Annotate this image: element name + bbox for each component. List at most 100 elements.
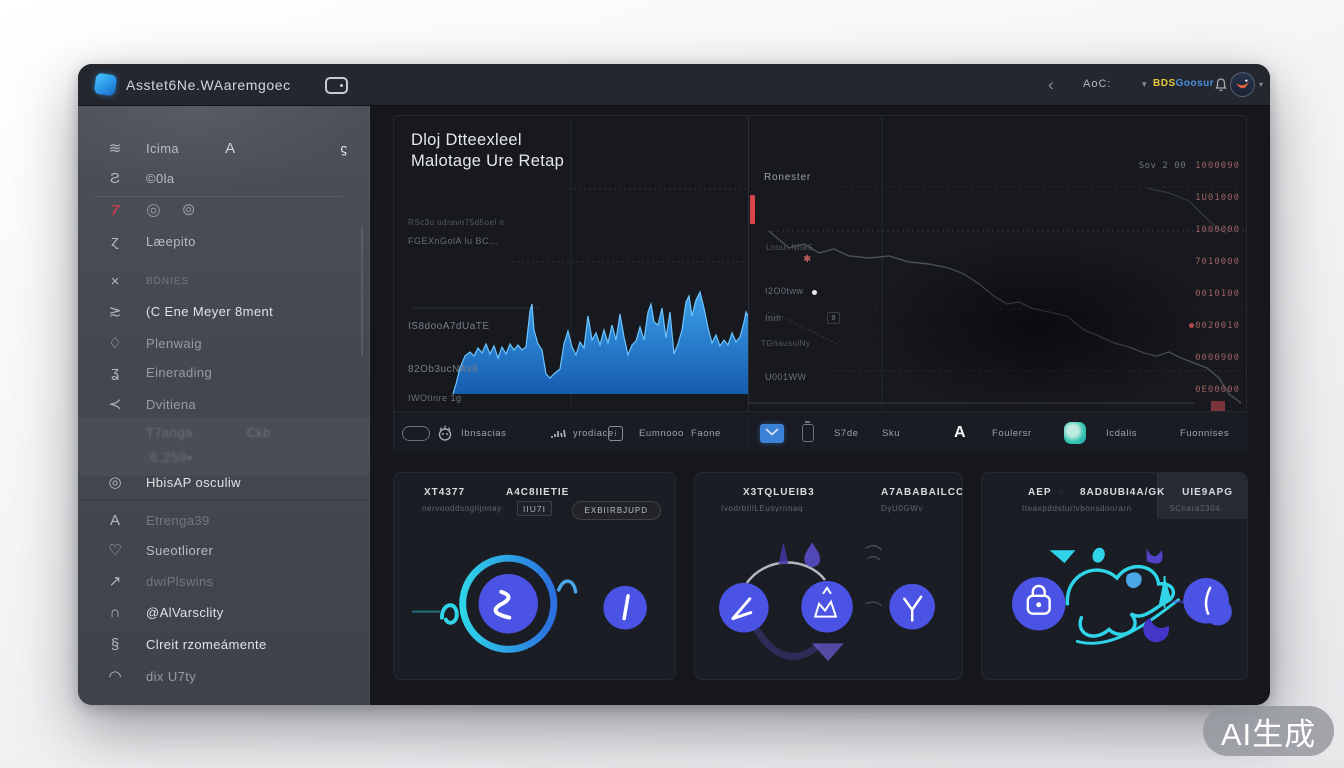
sidebar-item-label: Einerading (146, 364, 213, 380)
sidebar-item-icon: ◎ (108, 474, 122, 491)
white-marker-dot (812, 290, 817, 295)
sidebar-item-label: Læepito (146, 233, 196, 249)
sidebar-item-6[interactable]: ≳ (C Ene Meyer 8ment (78, 297, 369, 325)
toolbar-item-8[interactable]: S7de (834, 412, 859, 454)
sidebar-item-label: BDNIES (146, 275, 190, 287)
summary-card-1[interactable]: XT4377 A4C8IIETIE nervooddsoglijnnay IIU… (393, 472, 676, 680)
sidebar-item-14[interactable]: A Etrenga39 (78, 506, 369, 534)
sidebar-item-1[interactable]: Ƨ ©0la (78, 164, 369, 192)
pin-icon[interactable]: ϛ (340, 140, 348, 156)
red-marker-dot (1189, 323, 1194, 328)
sidebar-item-7[interactable]: ♢ Plenwaig (78, 329, 369, 357)
chart-shadow (868, 241, 1208, 411)
card-subtitle: Iteaxpddsturlvbonsdoorarn (1022, 504, 1132, 513)
ghost-ring-icon: ◌ (1058, 487, 1064, 498)
toolbar-item-3[interactable]: i (608, 412, 623, 454)
toolbar-item-7[interactable] (802, 412, 814, 454)
toolbar-item-0[interactable] (402, 412, 430, 454)
sidebar-item-icon: A (109, 511, 120, 529)
red-block-marker (1211, 401, 1225, 411)
sidebar-item-icon: 7 (110, 201, 120, 219)
toolbar-item-2[interactable]: yrodiace (549, 412, 614, 454)
summary-card-2[interactable]: X3TQLUEIB3 IvodrbtilLEusyrnnaq A7ABABAIL… (694, 472, 963, 680)
teal-avatar-icon (1064, 422, 1086, 444)
y-axis-label-2: 1000000 (1195, 225, 1240, 235)
card3-illustration (1011, 547, 1232, 645)
toolbar-item-6[interactable] (760, 412, 784, 454)
usage-area-chart[interactable]: Dloj Dtteexleel Malotage Ure Retap RSc3u… (394, 116, 748, 411)
tag-badge: 9 (827, 312, 840, 324)
toolbar-item-label: Icdalis (1106, 427, 1138, 439)
bell-icon[interactable] (1214, 77, 1228, 98)
toolbar-item-label: Eumnooo (639, 427, 684, 439)
card-title-secondary: UIE9APG (1182, 487, 1233, 498)
toolbar-item-4[interactable]: Eumnooo (639, 412, 684, 454)
letter-a-icon: A (954, 424, 966, 441)
left-chart-label-2: IS8dooA7dUaTE (408, 321, 490, 332)
sidebar-item-label: T7anga (146, 424, 193, 440)
toolbar-item-10[interactable]: A (954, 412, 966, 454)
sidebar-item-17[interactable]: ∩ @AlVarsclity (78, 598, 369, 626)
left-chart-label-0: RSc3u udravn75d5oel n (408, 218, 505, 227)
sidebar-item-icon: § (110, 635, 120, 653)
right-chart-label-3: TGnausolNy (761, 339, 811, 348)
series-label: Ronester (764, 172, 811, 183)
envelope-icon (760, 423, 784, 443)
sidebar-item-16[interactable]: ↗ dwiPlswins (78, 567, 369, 595)
sidebar-item-label: @AlVarsclity (146, 604, 224, 620)
sidebar-item-10[interactable]: T7anga Ckb (78, 418, 369, 446)
app-title: Asstet6Ne.WAaremgoec (126, 77, 291, 93)
summary-card-3[interactable]: AEP ◌ 8AD8UBI4A/GK Iteaxpddsturlvbonsdoo… (981, 472, 1248, 680)
sidebar-item-18[interactable]: § Clreit rzomeámente (78, 630, 369, 658)
sidebar-trail-badge: A (225, 139, 236, 157)
card-pill-button[interactable]: EXBIIRBJUPD (571, 501, 661, 520)
card-subtitle-secondary: 5Cnara2304. (1170, 504, 1223, 513)
toolbar-item-5[interactable]: Faone (691, 412, 721, 454)
sidebar-item-3[interactable]: 7 ◎ ⊚ (78, 196, 369, 224)
app-logo-icon (93, 72, 118, 97)
toolbar-item-12[interactable] (1064, 412, 1086, 454)
toolbar-item-14[interactable]: Fuonnises (1180, 412, 1229, 454)
account-dropdown[interactable]: AoC: (1083, 78, 1112, 90)
y-axis-label-5: 0020010 (1195, 321, 1240, 331)
sidebar-item-19[interactable]: ◠ dix U7ty (78, 662, 369, 690)
sidebar-item-15[interactable]: ♡ Sueotliorer (78, 536, 369, 564)
card-chip: IIU7I (517, 501, 552, 516)
sidebar-item-8[interactable]: ʓ Einerading (78, 358, 369, 386)
card-title: X3TQLUEIB3 (743, 487, 815, 498)
camera-box-icon[interactable] (325, 77, 348, 94)
left-chart-label-4: IWOtinre 1g (408, 393, 462, 403)
sidebar-scrollbar[interactable] (361, 226, 363, 356)
gear-face-icon (438, 425, 452, 441)
sidebar-item-icon: ʓ (110, 363, 120, 381)
toolbar-item-11[interactable]: Foulersr (992, 412, 1032, 454)
right-chart-label-4: U001WW (765, 372, 807, 382)
sidebar-item-11[interactable]: :6,259▪ (78, 443, 369, 471)
sidebar-item-label: ©0la (146, 170, 175, 186)
toolbar-item-13[interactable]: Icdalis (1106, 412, 1137, 454)
chevron-down-icon[interactable]: ▾ (1142, 79, 1147, 89)
top-bar: Asstet6Ne.WAaremgoec ‹ AoC: ▾ BDSGoosur … (78, 64, 1270, 106)
brand-label: BDSGoosur (1153, 78, 1215, 89)
battery-icon (802, 421, 814, 442)
toolbar-item-label: Sku (882, 427, 901, 439)
trend-line-chart[interactable]: Ronester ✱ 9 Lnuu..NhaS I2O0tww Inm TGnauso… (748, 116, 1248, 411)
sidebar-item-label-2: Ckb (246, 424, 271, 440)
sidebar-item-label: :6,259▪ (146, 449, 193, 465)
sidebar-item-9[interactable]: ≺ Dvitiena (78, 390, 369, 418)
sidebar-item-5[interactable]: × BDNIES (78, 267, 369, 295)
toolbar-item-1[interactable]: Ibnsacias (436, 412, 507, 454)
back-chevron-icon[interactable]: ‹ (1048, 75, 1054, 94)
avatar-caret-icon[interactable]: ▾ (1259, 80, 1264, 89)
sidebar-item-label: Clreit rzomeámente (146, 636, 267, 652)
sidebar-item-12[interactable]: ◎ HbisAP osculiw (78, 468, 369, 496)
ai-generated-watermark: AI生成 (1203, 706, 1334, 756)
user-avatar[interactable] (1230, 72, 1255, 97)
sidebar-item-label: Plenwaig (146, 335, 202, 351)
oval-icon (402, 425, 430, 441)
card-title-secondary: A4C8IIETIE (506, 487, 570, 498)
toolbar-item-9[interactable]: Sku (882, 412, 900, 454)
sidebar-item-4[interactable]: ɀ Læepito (78, 227, 369, 255)
y-axis-label-3: 7010000 (1195, 257, 1240, 267)
